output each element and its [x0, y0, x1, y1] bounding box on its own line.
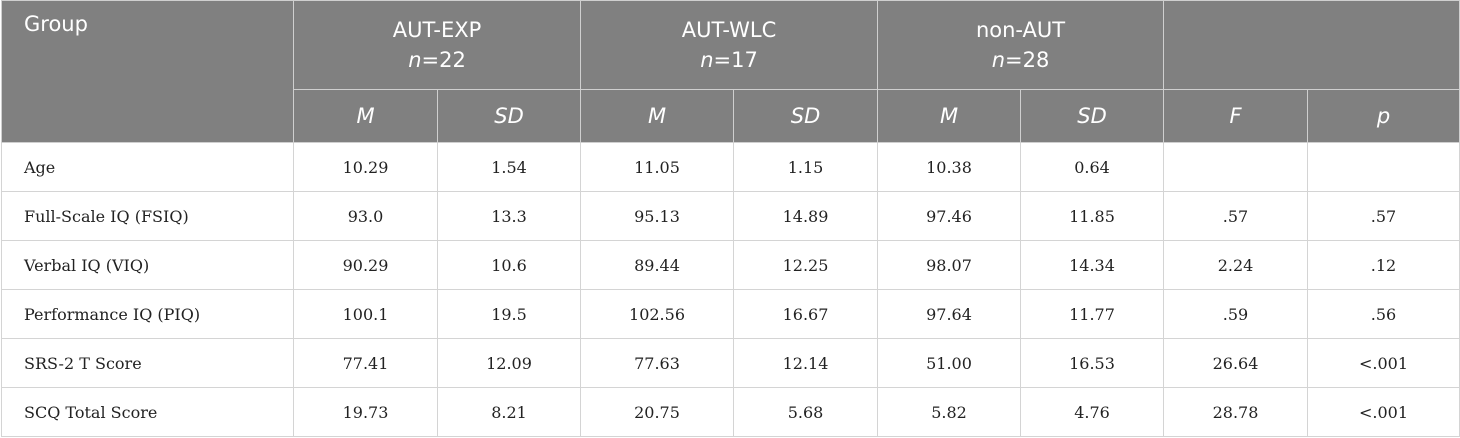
group-name: non-AUT — [975, 18, 1066, 42]
subheader-cell: SD — [1020, 89, 1165, 143]
table-cell: 11.77 — [1020, 289, 1165, 339]
table-cell: .57 — [1163, 191, 1309, 241]
table-cell: .12 — [1307, 240, 1460, 290]
table-cell: 28.78 — [1163, 387, 1309, 437]
table-cell: 77.41 — [293, 338, 438, 388]
table-cell: 2.24 — [1163, 240, 1309, 290]
row-label: Age — [1, 142, 294, 192]
table-cell: 26.64 — [1163, 338, 1309, 388]
table-cell: 5.82 — [877, 387, 1022, 437]
table-cell: 8.21 — [436, 387, 582, 437]
table-cell: 20.75 — [580, 387, 735, 437]
table-cell: 4.76 — [1020, 387, 1165, 437]
table-cell: 10.29 — [293, 142, 438, 192]
table-cell: 90.29 — [293, 240, 438, 290]
table-cell: 98.07 — [877, 240, 1022, 290]
group-header: AUT-EXP n=22 — [292, 0, 582, 90]
group-n: n=17 — [700, 48, 758, 72]
table-cell: 51.00 — [877, 338, 1022, 388]
table-cell: 10.38 — [877, 142, 1022, 192]
group-n: n=28 — [991, 48, 1050, 72]
table-cell: 12.14 — [733, 338, 879, 388]
table-cell: .59 — [1163, 289, 1309, 339]
table-cell: 14.89 — [733, 191, 879, 241]
table-row: Full-Scale IQ (FSIQ) 93.0 13.3 95.13 14.89 97… — [1, 191, 1460, 241]
table-cell: 19.73 — [293, 387, 438, 437]
table-cell: 14.34 — [1020, 240, 1165, 290]
table-cell: 1.15 — [733, 142, 879, 192]
table-cell: 89.44 — [580, 240, 735, 290]
table-cell: 93.0 — [293, 191, 438, 241]
empty-cell — [1163, 142, 1309, 192]
table-body: Age 10.29 1.54 11.05 1.15 10.38 0.64 Full-Scale… — [1, 142, 1460, 437]
subheader-cell: SD — [733, 89, 879, 143]
table-cell: 97.64 — [877, 289, 1022, 339]
table-cell: 11.05 — [580, 142, 735, 192]
table-cell: 97.46 — [877, 191, 1022, 241]
table-cell: 13.3 — [436, 191, 582, 241]
table-cell: 102.56 — [580, 289, 735, 339]
header-cell: Group — [1, 0, 294, 143]
table-cell: 10.6 — [436, 240, 582, 290]
header-cell — [1163, 0, 1460, 90]
table-cell: 19.5 — [436, 289, 582, 339]
subheader-cell: F — [1163, 89, 1309, 143]
table-cell: <.001 — [1307, 387, 1460, 437]
table-cell: 1.54 — [436, 142, 582, 192]
table-cell: 0.64 — [1020, 142, 1165, 192]
table-cell: .56 — [1307, 289, 1460, 339]
table-cell: 77.63 — [580, 338, 735, 388]
subheader-cell: M — [877, 89, 1022, 143]
group-name: AUT-EXP — [392, 18, 482, 42]
group-name: AUT-WLC — [681, 18, 777, 42]
row-label: Verbal IQ (VIQ) — [1, 240, 294, 290]
table-row: Verbal IQ (VIQ) 90.29 10.6 89.44 12.25 98.07 1… — [1, 240, 1460, 290]
row-label: Full-Scale IQ (FSIQ) — [1, 191, 294, 241]
table-cell: 12.25 — [733, 240, 879, 290]
row-label: SCQ Total Score — [1, 387, 294, 437]
table-cell: <.001 — [1307, 338, 1460, 388]
table-row: Age 10.29 1.54 11.05 1.15 10.38 0.64 — [1, 142, 1460, 192]
group-header: non-AUT n=28 — [877, 0, 1165, 90]
table-cell: 5.68 — [733, 387, 879, 437]
table-row: SRS-2 T Score 77.41 12.09 77.63 12.14 51.00 16… — [1, 338, 1460, 388]
row-label: Performance IQ (PIQ) — [1, 289, 294, 339]
table-cell: 16.67 — [733, 289, 879, 339]
table-cell: 100.1 — [293, 289, 438, 339]
table-cell: 12.09 — [436, 338, 582, 388]
table-cell: 95.13 — [580, 191, 735, 241]
table-cell: .57 — [1307, 191, 1460, 241]
subheader-cell: p — [1307, 89, 1460, 143]
row-label: SRS-2 T Score — [1, 338, 294, 388]
subheader-cell: M — [293, 89, 438, 143]
table-row: Performance IQ (PIQ) 100.1 19.5 102.56 16.67… — [1, 289, 1460, 339]
group-header: AUT-WLC n=17 — [580, 0, 879, 90]
table-cell: 11.85 — [1020, 191, 1165, 241]
group-n: n=22 — [408, 48, 466, 72]
table-row: SCQ Total Score 19.73 8.21 20.75 5.68 5.82 4.7… — [1, 387, 1460, 437]
empty-cell — [1307, 142, 1460, 192]
subheader-cell: M — [580, 89, 735, 143]
subheader-cell: SD — [436, 89, 582, 143]
header-row: Group AUT-EXP n=22 AUT-WLC n=17 non-AUT n=28 — [1, 0, 1460, 143]
table-cell: 16.53 — [1020, 338, 1165, 388]
